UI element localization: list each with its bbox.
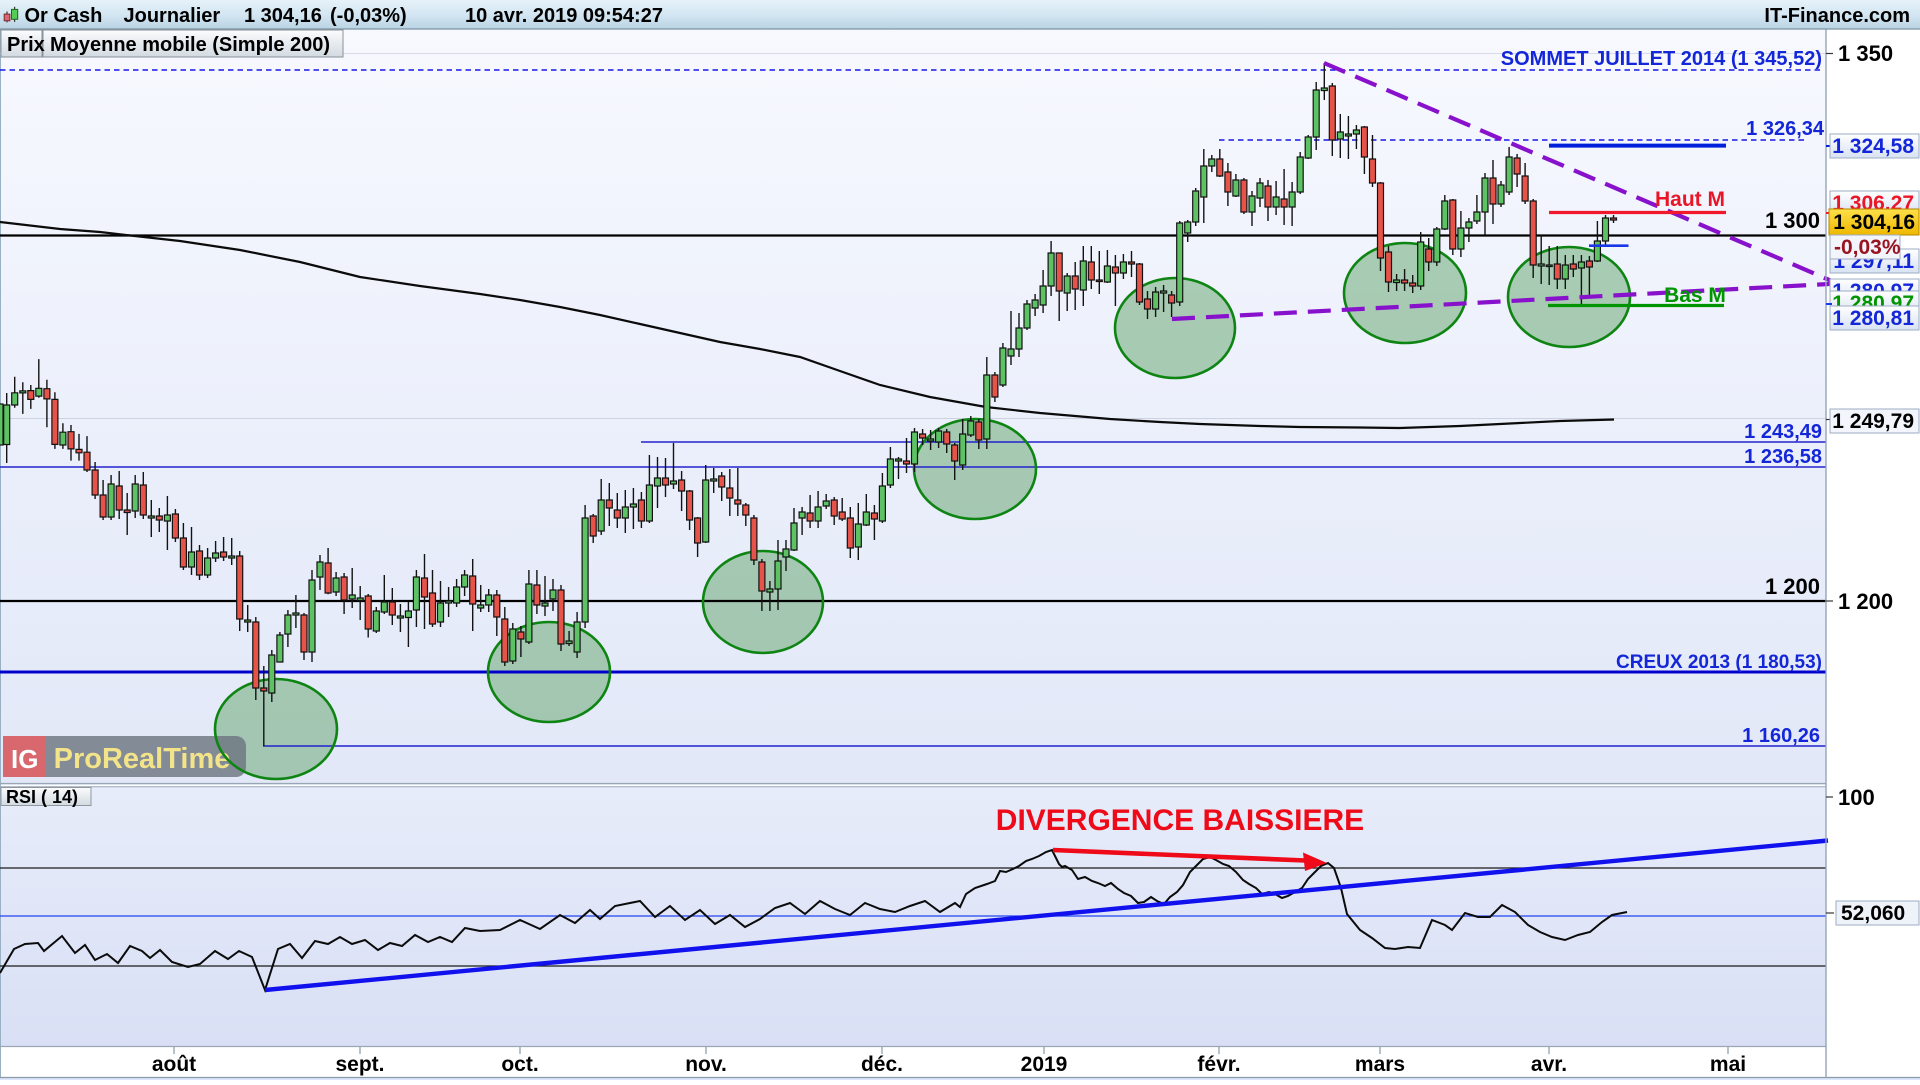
svg-text:Moyenne mobile (Simple 200): Moyenne mobile (Simple 200) [50, 34, 330, 56]
svg-text:nov.: nov. [685, 1053, 727, 1076]
svg-text:mai: mai [1710, 1053, 1746, 1076]
svg-text:Haut M: Haut M [1655, 188, 1725, 211]
svg-text:100: 100 [1838, 785, 1875, 810]
svg-text:Prix: Prix [7, 34, 45, 56]
svg-text:1 304,16: 1 304,16 [244, 5, 322, 27]
svg-text:sept.: sept. [335, 1053, 384, 1076]
svg-text:ProRealTime: ProRealTime [54, 743, 231, 775]
svg-text:(-0,03%): (-0,03%) [330, 5, 407, 27]
svg-text:oct.: oct. [501, 1053, 538, 1076]
svg-text:déc.: déc. [861, 1053, 903, 1076]
svg-text:CREUX 2013 (1 180,53): CREUX 2013 (1 180,53) [1616, 652, 1822, 673]
svg-text:2019: 2019 [1021, 1053, 1068, 1076]
svg-text:1 200: 1 200 [1765, 574, 1820, 599]
svg-text:-0,03%: -0,03% [1834, 236, 1901, 259]
svg-text:10 avr. 2019 09:54:27: 10 avr. 2019 09:54:27 [465, 5, 663, 27]
svg-text:IG: IG [11, 744, 38, 774]
svg-text:1 304,16: 1 304,16 [1833, 211, 1915, 234]
svg-text:1 326,34: 1 326,34 [1746, 118, 1825, 140]
svg-text:févr.: févr. [1197, 1053, 1240, 1076]
svg-text:1 236,58: 1 236,58 [1744, 446, 1822, 468]
svg-text:1 324,58: 1 324,58 [1832, 135, 1914, 158]
svg-text:1 280,81: 1 280,81 [1832, 307, 1914, 330]
svg-text:1 350: 1 350 [1838, 41, 1893, 66]
svg-text:mars: mars [1355, 1053, 1405, 1076]
svg-text:avr.: avr. [1531, 1053, 1567, 1076]
svg-text:Bas M: Bas M [1664, 284, 1726, 307]
svg-text:1 160,26: 1 160,26 [1742, 725, 1820, 747]
svg-text:1 243,49: 1 243,49 [1744, 421, 1822, 443]
svg-text:RSI ( 14): RSI ( 14) [6, 787, 78, 807]
svg-text:52,060: 52,060 [1841, 902, 1905, 925]
svg-text:Or Cash: Or Cash [25, 5, 103, 27]
svg-text:août: août [152, 1053, 196, 1076]
svg-text:IT-Finance.com: IT-Finance.com [1764, 5, 1910, 27]
svg-text:DIVERGENCE BAISSIERE: DIVERGENCE BAISSIERE [996, 804, 1364, 837]
svg-text:1 249,79: 1 249,79 [1832, 410, 1914, 433]
svg-text:1 300: 1 300 [1765, 208, 1820, 233]
svg-text:SOMMET JUILLET 2014 (1 345,52): SOMMET JUILLET 2014 (1 345,52) [1501, 48, 1822, 70]
svg-text:Journalier: Journalier [124, 5, 221, 27]
svg-text:1 200: 1 200 [1838, 589, 1893, 614]
